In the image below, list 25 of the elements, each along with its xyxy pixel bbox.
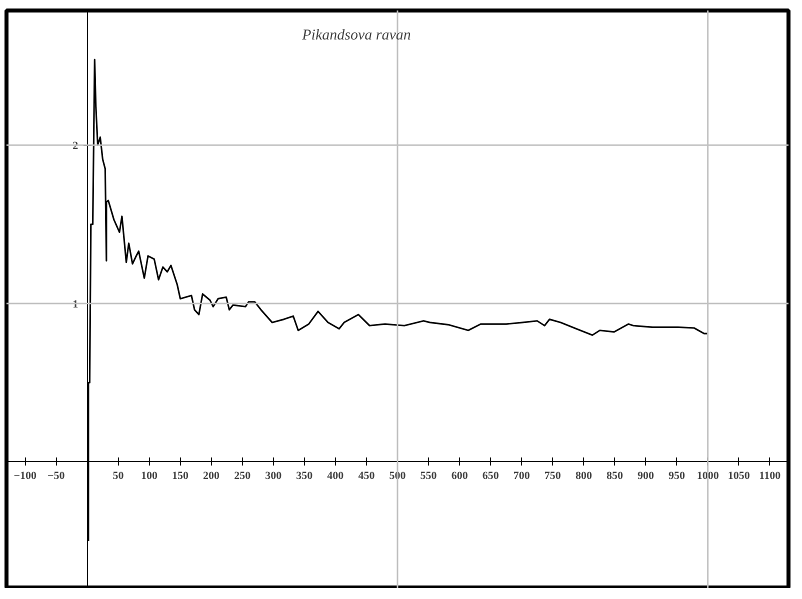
x-tick-label: 800 [575, 470, 592, 482]
x-tick-label: 1000 [696, 470, 720, 482]
x-tick-label: 650 [482, 470, 500, 482]
x-tick-label: 300 [265, 470, 282, 482]
x-tick-label: 150 [172, 470, 190, 482]
x-tick-label: 50 [112, 470, 124, 482]
x-tick-label: 450 [358, 470, 376, 482]
x-tick-label: 400 [327, 470, 344, 482]
text: Pikandsova ravan [301, 28, 411, 44]
x-tick-label: 850 [606, 470, 624, 482]
x-tick-label: 500 [389, 470, 406, 482]
x-tick-label: 100 [140, 470, 158, 482]
x-tick-label: 350 [296, 470, 314, 482]
x-tick-label: 600 [451, 470, 468, 482]
x-tick-label: −100 [14, 470, 38, 482]
x-tick-label: 200 [203, 470, 220, 482]
x-tick-label: 250 [234, 470, 252, 482]
x-tick-label: 550 [420, 470, 438, 482]
x-tick-label: 900 [638, 470, 655, 482]
x-tick-label: 1100 [759, 470, 782, 482]
x-tick-label: 750 [544, 470, 562, 482]
x-tick-label: 700 [513, 470, 530, 482]
x-tick-label: −50 [48, 470, 66, 482]
x-tick-label: 1050 [728, 470, 750, 482]
x-tick-label: 950 [668, 470, 686, 482]
